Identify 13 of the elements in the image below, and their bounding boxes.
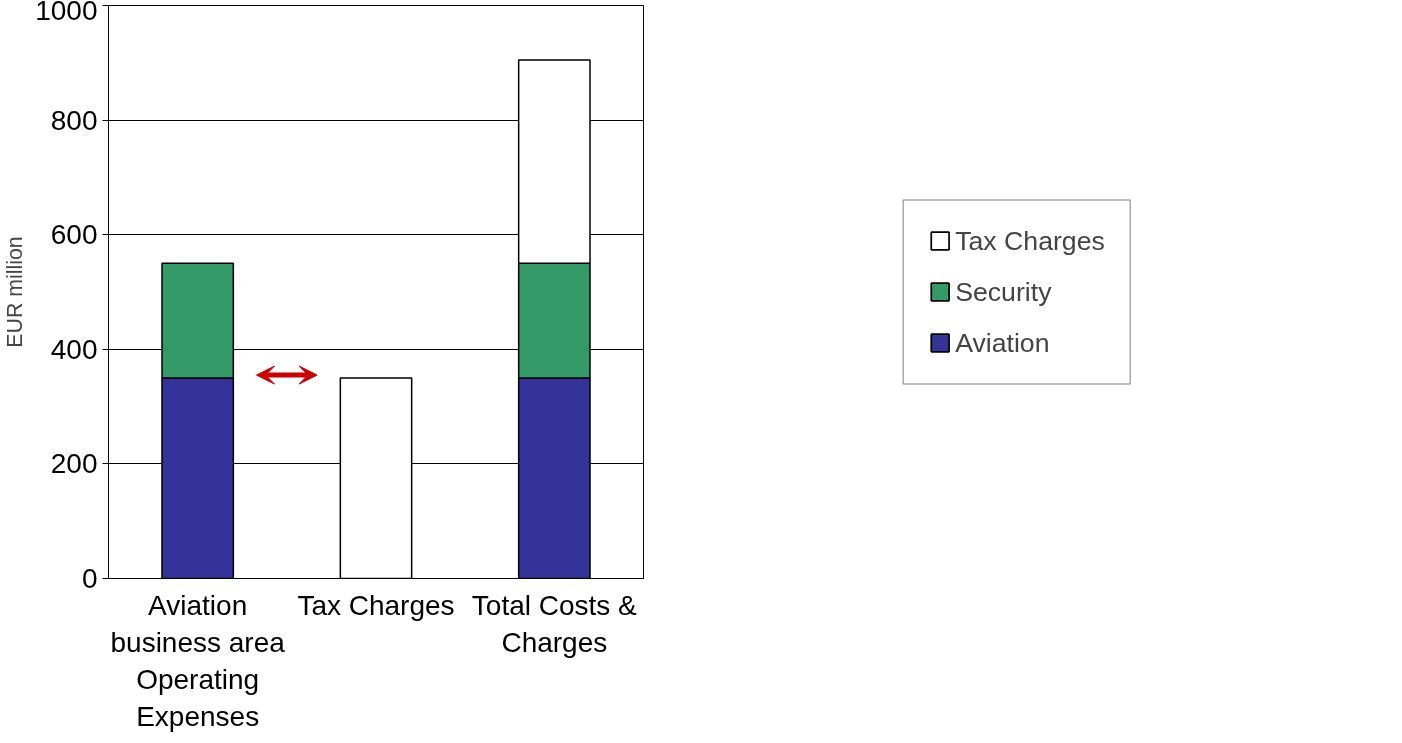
legend-label: Aviation xyxy=(955,327,1050,358)
y-axis-title: EUR million xyxy=(3,236,28,348)
y-tick-label: 600 xyxy=(50,219,98,251)
y-tick-label: 800 xyxy=(50,104,98,136)
legend-label: Tax Charges xyxy=(955,225,1105,256)
y-tick-label: 400 xyxy=(50,333,98,365)
y-tick-label: 0 xyxy=(81,563,98,594)
y-tick-label: 200 xyxy=(50,448,98,480)
x-tick-label: Aviation business area Operating Expenses xyxy=(110,589,286,733)
legend-label: Security xyxy=(955,276,1052,307)
x-tick-label: Total Costs & Charges xyxy=(471,589,638,658)
y-tick-label: 1000 xyxy=(35,0,98,26)
x-tick-label: Tax Charges xyxy=(297,589,455,621)
